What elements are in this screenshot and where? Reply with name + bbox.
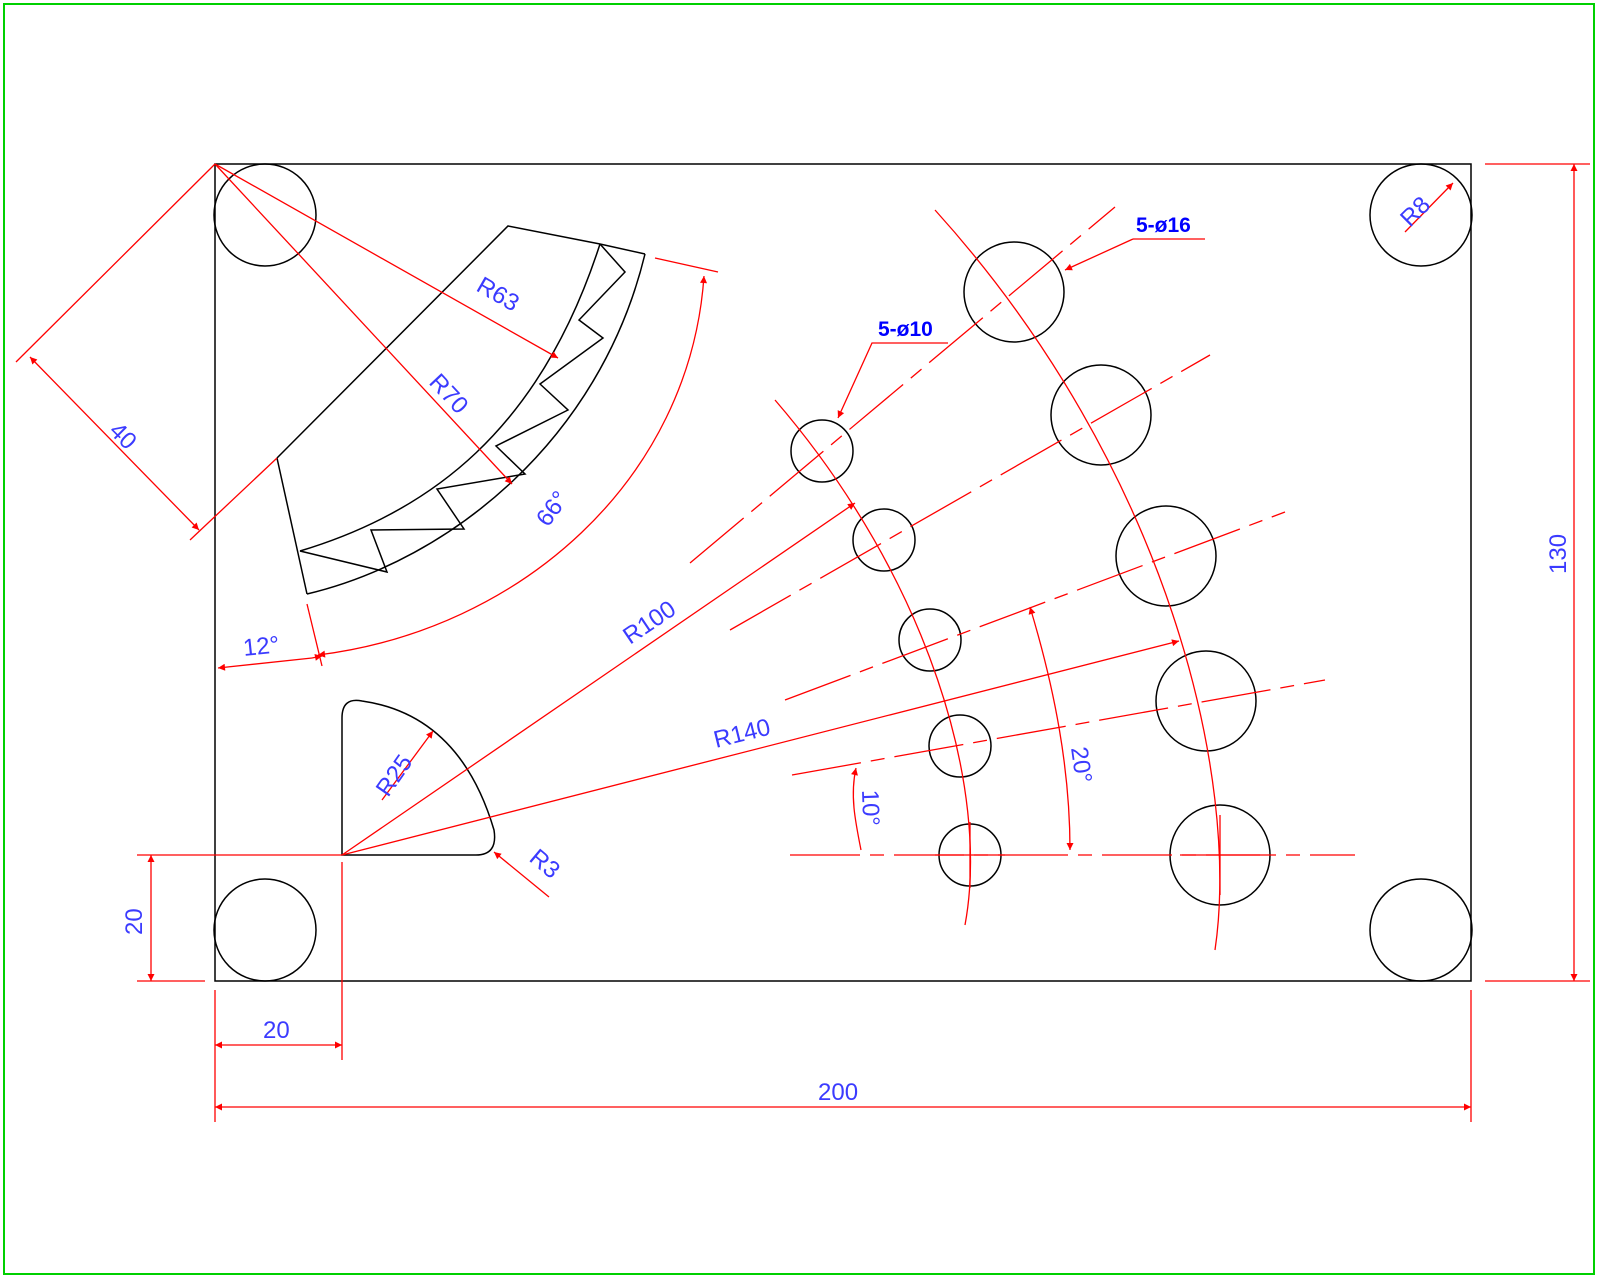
arc-angle-label: 66° xyxy=(531,486,574,531)
small-hole xyxy=(898,608,962,672)
quarter-round-radius-label: R25 xyxy=(371,750,418,802)
offset-y-dimension: 20 xyxy=(121,854,342,982)
width-dimension: 200 xyxy=(214,990,1472,1122)
height-label: 130 xyxy=(1545,534,1572,574)
small-hole-arc-label: R100 xyxy=(618,596,681,650)
ray-angle-dimensions: 10° 20° xyxy=(851,606,1097,851)
height-dimension: 130 xyxy=(1485,163,1590,982)
large-hole xyxy=(1155,650,1257,752)
corner-hole-bottom-right xyxy=(1369,878,1473,982)
fan-radius-dimensions: R63 R70 xyxy=(214,163,559,485)
quarter-round-radius-dimension: R25 xyxy=(371,730,434,802)
quarter-round-part xyxy=(341,699,496,856)
offset-x-dimension: 20 xyxy=(215,862,343,1060)
small-hole-callout: 5-ø10 xyxy=(837,318,948,419)
small-hole-callout-label: 5-ø10 xyxy=(878,318,933,341)
corner-hole-top-right xyxy=(1369,163,1473,267)
fan-depth-label: 40 xyxy=(104,417,142,455)
width-label: 200 xyxy=(818,1079,858,1106)
inner-radius-label: R63 xyxy=(472,272,524,317)
corner-radius-label: R8 xyxy=(1395,191,1436,232)
fan-depth-dimension: 40 xyxy=(15,163,278,541)
large-hole-pattern xyxy=(963,241,1271,906)
center-lines xyxy=(689,206,1355,951)
large-hole xyxy=(1115,505,1217,607)
large-hole-callout-label: 5-ø16 xyxy=(1136,214,1191,237)
small-hole-pattern xyxy=(790,419,1002,887)
plate-outline xyxy=(214,163,1472,982)
offset-x-label: 20 xyxy=(263,1017,290,1044)
corner-radius-dimension: R8 xyxy=(1395,182,1454,233)
ray-spacing-angle-label: 20° xyxy=(1065,745,1097,785)
small-hole xyxy=(928,714,992,778)
large-hole-callout: 5-ø16 xyxy=(1064,214,1205,271)
hole-arc-radius-dimensions: R100 R140 xyxy=(341,502,1180,856)
small-hole xyxy=(790,419,854,483)
first-ray-angle-label: 10° xyxy=(856,789,884,826)
fillet-radius-dimension: R3 xyxy=(493,844,565,898)
fillet-radius-label: R3 xyxy=(524,844,565,884)
large-hole xyxy=(1050,364,1152,466)
drawing-frame xyxy=(3,3,1595,1275)
corner-hole-bottom-left xyxy=(213,878,317,982)
small-hole xyxy=(852,508,916,572)
start-angle-dimension: 12° xyxy=(217,631,323,671)
outer-radius-label: R70 xyxy=(424,369,474,420)
offset-y-label: 20 xyxy=(121,908,148,935)
large-hole xyxy=(963,241,1065,343)
corner-hole-top-left xyxy=(213,163,317,267)
start-angle-label: 12° xyxy=(242,631,281,662)
